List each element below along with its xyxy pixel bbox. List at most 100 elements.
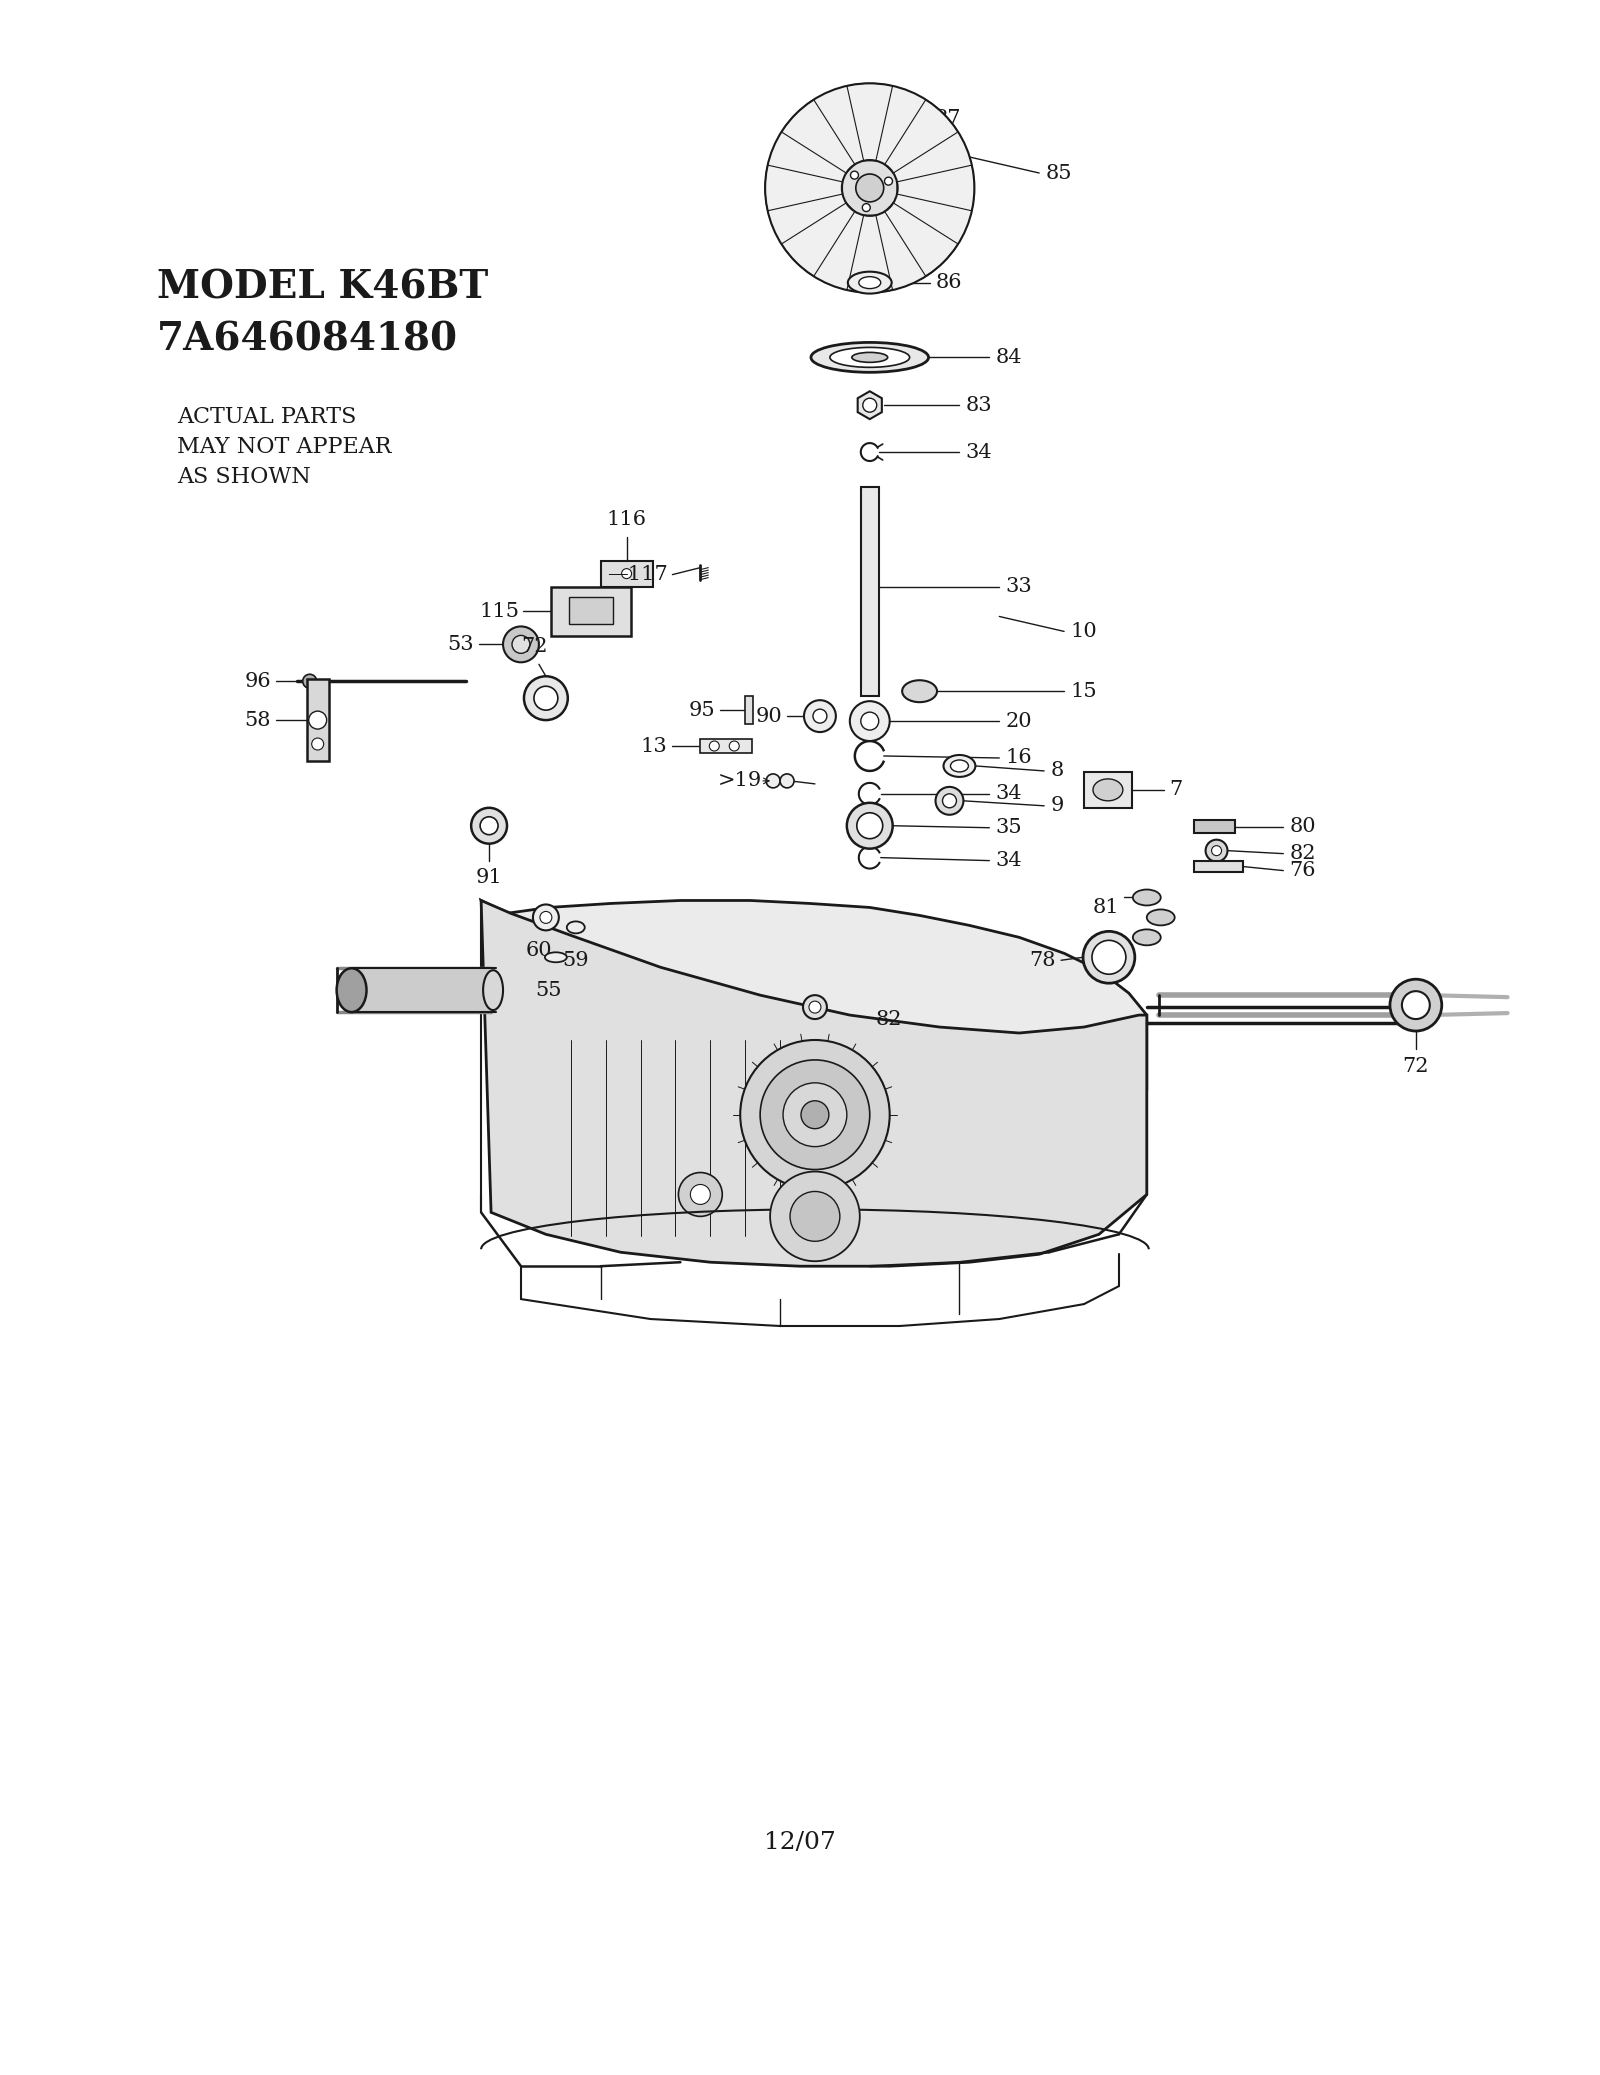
Ellipse shape <box>1147 909 1174 925</box>
Text: 20: 20 <box>1005 712 1032 730</box>
Text: 8: 8 <box>1050 762 1064 780</box>
Text: 85: 85 <box>1045 164 1072 183</box>
Polygon shape <box>898 166 974 212</box>
Ellipse shape <box>859 276 880 288</box>
Polygon shape <box>846 83 893 160</box>
Circle shape <box>936 786 963 815</box>
Circle shape <box>523 676 568 720</box>
Text: MAY NOT APPEAR: MAY NOT APPEAR <box>178 436 392 459</box>
Circle shape <box>862 203 870 212</box>
Ellipse shape <box>566 921 584 934</box>
Text: 72: 72 <box>522 637 549 656</box>
Text: 7: 7 <box>1170 780 1182 799</box>
Text: MODEL K46BT: MODEL K46BT <box>157 268 488 307</box>
Text: 12/07: 12/07 <box>765 1830 835 1853</box>
Ellipse shape <box>336 969 366 1013</box>
Polygon shape <box>858 392 882 419</box>
Circle shape <box>802 1100 829 1129</box>
Text: 86: 86 <box>936 274 962 293</box>
Text: 9: 9 <box>1050 797 1064 815</box>
Circle shape <box>813 710 827 722</box>
Circle shape <box>678 1172 722 1216</box>
Bar <box>307 679 328 762</box>
Ellipse shape <box>851 353 888 363</box>
Circle shape <box>766 774 781 788</box>
Text: 58: 58 <box>245 710 270 730</box>
Text: 115: 115 <box>478 602 518 620</box>
Text: >19: >19 <box>718 772 762 791</box>
Bar <box>1194 861 1243 872</box>
Bar <box>701 739 752 753</box>
Bar <box>861 488 878 697</box>
Bar <box>570 596 613 625</box>
Text: 96: 96 <box>245 672 270 691</box>
Circle shape <box>312 739 323 749</box>
Text: 82: 82 <box>875 1011 902 1029</box>
Ellipse shape <box>950 759 968 772</box>
Circle shape <box>851 170 859 178</box>
Circle shape <box>1402 992 1430 1019</box>
Bar <box>600 560 653 587</box>
Bar <box>352 969 496 1013</box>
Text: 53: 53 <box>448 635 474 654</box>
Text: 82: 82 <box>1290 845 1315 863</box>
Bar <box>550 587 630 637</box>
Circle shape <box>770 1172 859 1262</box>
Text: 35: 35 <box>995 818 1022 836</box>
Circle shape <box>709 741 720 751</box>
Bar <box>1085 772 1131 807</box>
Text: AS SHOWN: AS SHOWN <box>178 467 310 488</box>
Circle shape <box>539 911 552 923</box>
Circle shape <box>502 627 539 662</box>
Text: 80: 80 <box>1290 818 1315 836</box>
Text: 59: 59 <box>563 950 589 971</box>
Circle shape <box>810 1000 821 1013</box>
Text: 91: 91 <box>475 867 502 886</box>
Ellipse shape <box>1093 778 1123 801</box>
Circle shape <box>856 174 883 201</box>
Text: 81: 81 <box>1093 898 1118 917</box>
Circle shape <box>803 996 827 1019</box>
Ellipse shape <box>1133 930 1160 946</box>
Circle shape <box>862 398 877 413</box>
Text: 34: 34 <box>995 784 1022 803</box>
Polygon shape <box>885 203 958 276</box>
Text: 33: 33 <box>1005 577 1032 596</box>
Circle shape <box>302 674 317 689</box>
Circle shape <box>1211 847 1221 855</box>
Circle shape <box>309 712 326 728</box>
Polygon shape <box>885 100 958 172</box>
Text: 95: 95 <box>688 701 715 720</box>
Bar <box>746 697 754 724</box>
Circle shape <box>858 813 883 838</box>
Ellipse shape <box>811 342 928 371</box>
Ellipse shape <box>830 347 910 367</box>
Circle shape <box>512 635 530 654</box>
Text: 15: 15 <box>1070 683 1096 701</box>
Text: 76: 76 <box>1290 861 1315 880</box>
Circle shape <box>730 741 739 751</box>
Text: —117: —117 <box>606 564 667 585</box>
Text: 87: 87 <box>934 108 962 129</box>
Circle shape <box>1390 979 1442 1031</box>
Text: ACTUAL PARTS: ACTUAL PARTS <box>178 407 357 427</box>
Text: 7A646084180: 7A646084180 <box>157 320 458 359</box>
Text: 72: 72 <box>1403 1056 1429 1077</box>
Polygon shape <box>846 216 893 293</box>
Polygon shape <box>781 203 854 276</box>
Circle shape <box>885 176 893 185</box>
Circle shape <box>622 569 632 579</box>
Circle shape <box>765 83 974 293</box>
Text: 60: 60 <box>525 942 552 961</box>
Circle shape <box>846 803 893 849</box>
Circle shape <box>470 807 507 845</box>
Circle shape <box>534 687 558 710</box>
Circle shape <box>741 1040 890 1189</box>
Circle shape <box>760 1060 870 1170</box>
Text: 16: 16 <box>1005 749 1032 768</box>
Bar <box>1194 820 1235 832</box>
Text: 55: 55 <box>536 981 562 1000</box>
Polygon shape <box>482 901 1147 1137</box>
Circle shape <box>790 1191 840 1241</box>
Text: 90: 90 <box>755 708 782 726</box>
